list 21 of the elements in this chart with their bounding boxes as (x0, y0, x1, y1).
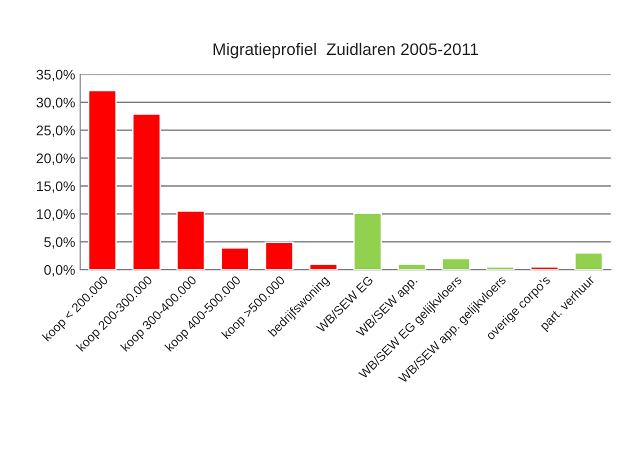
bar (220, 247, 250, 270)
bar (397, 263, 426, 270)
bar (486, 266, 515, 270)
y-tick-label: 0,0% (44, 265, 75, 277)
bar (530, 266, 559, 270)
bar (264, 242, 294, 270)
y-tick-label: 35,0% (36, 70, 75, 82)
bar (353, 212, 382, 270)
y-tick-label: 25,0% (36, 126, 75, 138)
bar (309, 263, 338, 270)
y-tick-label: 20,0% (36, 153, 75, 165)
bar (442, 258, 470, 270)
y-tick-label: 10,0% (37, 209, 75, 221)
bar (176, 210, 206, 270)
y-tick-label: 30,0% (36, 98, 75, 110)
chart-title: Migratieprofiel Zuidlaren 2005-2011 (214, 42, 478, 58)
bar (574, 252, 604, 270)
bar (132, 113, 161, 270)
y-tick-label: 15,0% (37, 181, 75, 193)
bar (88, 90, 117, 270)
y-tick-label: 5,0% (44, 237, 75, 249)
